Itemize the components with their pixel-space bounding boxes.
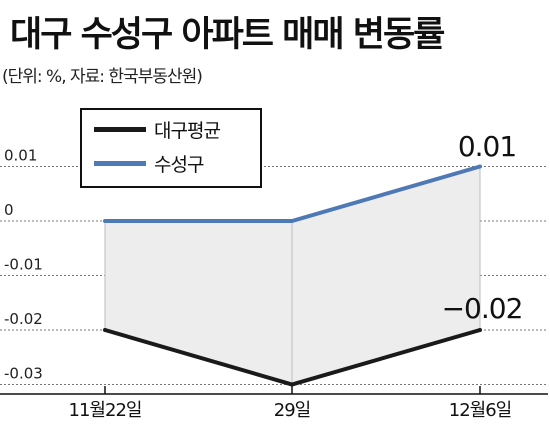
y-tick-label: -0.03	[4, 365, 43, 383]
data-point-suseong	[103, 219, 107, 223]
x-tick-label: 11월22일	[69, 400, 142, 421]
legend-label-suseong: 수성구	[154, 153, 204, 176]
data-label-daegu: −0.02	[442, 292, 523, 325]
chart-title: 대구 수성구 아파트 매매 변동률	[10, 15, 445, 55]
y-tick-label: 0.01	[4, 147, 37, 165]
data-point-daegu	[103, 328, 107, 332]
legend-swatch-daegu	[94, 126, 146, 132]
chart-subtitle: (단위: %, 자료: 한국부동산원)	[2, 67, 203, 87]
legend-label-daegu: 대구평균	[154, 119, 221, 142]
legend: 대구평균 수성구	[80, 108, 262, 188]
y-tick-label: 0	[4, 201, 14, 219]
data-point-suseong	[478, 164, 482, 169]
x-tick-label: 29일	[274, 400, 310, 421]
data-label-suseong: 0.01	[458, 130, 516, 163]
data-point-daegu	[478, 328, 482, 332]
data-point-suseong	[290, 219, 294, 223]
x-tick-label: 12월6일	[449, 400, 511, 421]
legend-swatch-suseong	[94, 160, 146, 166]
y-tick-label: -0.02	[4, 310, 43, 328]
y-tick-label: -0.01	[4, 256, 43, 274]
legend-item-daegu: 대구평균	[94, 116, 221, 142]
data-point-daegu	[290, 382, 294, 387]
legend-item-suseong: 수성구	[94, 150, 204, 176]
